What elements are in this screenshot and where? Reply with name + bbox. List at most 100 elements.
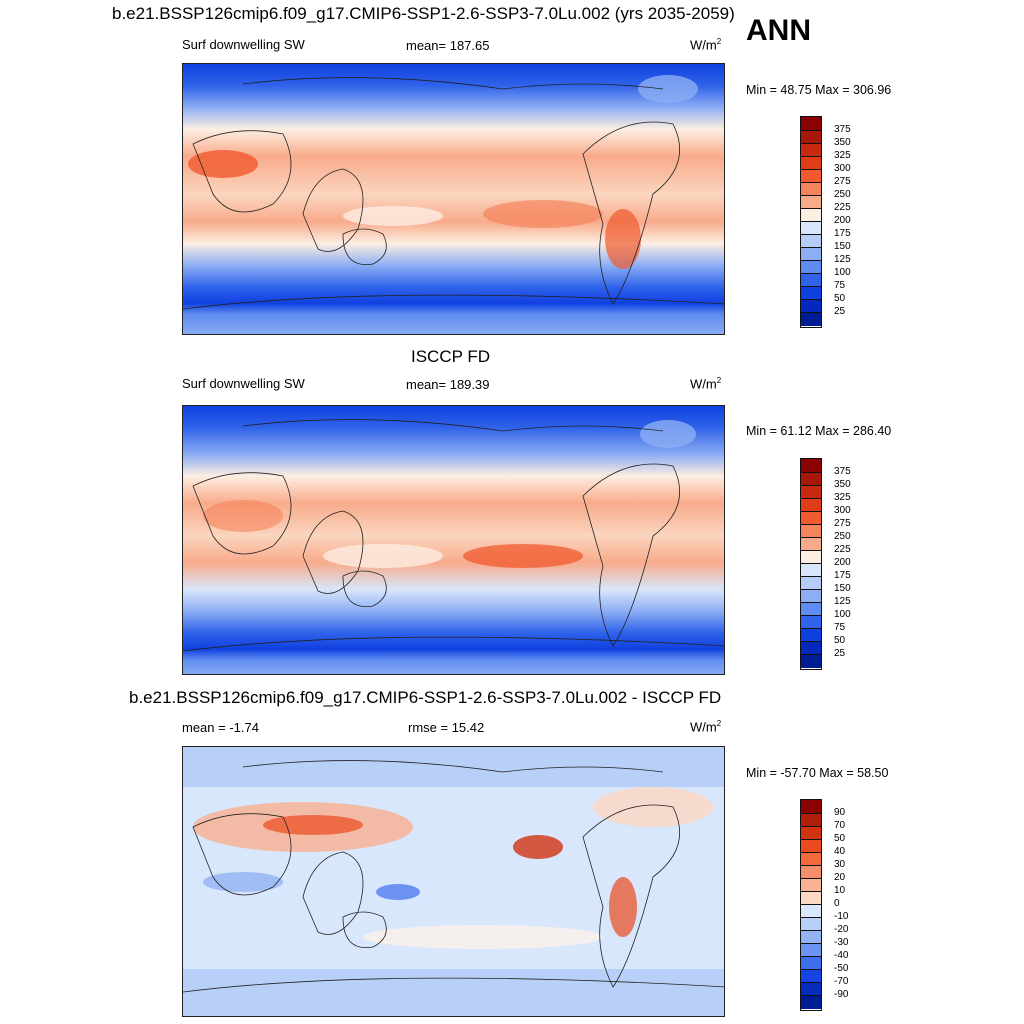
panel3-title: b.e21.BSSP126cmip6.f09_g17.CMIP6-SSP1-2.… bbox=[129, 688, 722, 707]
colorbar-segment bbox=[801, 892, 821, 905]
colorbar-tick-label: 175 bbox=[834, 228, 851, 239]
colorbar-segment bbox=[801, 957, 821, 970]
colorbar-tick-label: 225 bbox=[834, 202, 851, 213]
colorbar-tick-label: 50 bbox=[834, 833, 846, 844]
panel3-units: W/m2 bbox=[690, 719, 722, 735]
figure-title: b.e21.BSSP126cmip6.f09_g17.CMIP6-SSP1-2.… bbox=[112, 4, 735, 23]
colorbar-segment bbox=[801, 577, 821, 590]
colorbar-tick-label: 30 bbox=[834, 859, 846, 870]
colorbar-tick-label: 325 bbox=[834, 492, 851, 503]
colorbar-segment bbox=[801, 459, 821, 473]
colorbar-segment bbox=[801, 222, 821, 235]
colorbar-tick-label: -30 bbox=[834, 937, 849, 948]
colorbar-segment bbox=[801, 918, 821, 931]
colorbar-tick-label: 25 bbox=[834, 648, 846, 659]
colorbar-segment bbox=[801, 313, 821, 326]
colorbar-tick-label: 75 bbox=[834, 622, 846, 633]
colorbar-tick-label: 250 bbox=[834, 531, 851, 542]
colorbar-segment bbox=[801, 931, 821, 944]
colorbar-tick-label: 200 bbox=[834, 557, 851, 568]
colorbar-tick-label: 150 bbox=[834, 583, 851, 594]
colorbar-segment bbox=[801, 144, 821, 157]
colorbar-tick-label: 350 bbox=[834, 479, 851, 490]
colorbar-tick-label: 300 bbox=[834, 505, 851, 516]
colorbar-segment bbox=[801, 196, 821, 209]
colorbar-tick-label: -70 bbox=[834, 976, 849, 987]
colorbar-tick-label: 40 bbox=[834, 846, 846, 857]
season-label: ANN bbox=[746, 14, 811, 47]
colorbar-tick-label: 100 bbox=[834, 609, 851, 620]
colorbar-tick-label: 375 bbox=[834, 466, 851, 477]
panel1-colorbar bbox=[800, 116, 822, 328]
colorbar-tick-label: 20 bbox=[834, 872, 846, 883]
colorbar-segment bbox=[801, 170, 821, 183]
panel2-variable-label: Surf downwelling SW bbox=[182, 376, 305, 391]
colorbar-segment bbox=[801, 261, 821, 274]
colorbar-tick-label: -90 bbox=[834, 989, 849, 1000]
colorbar-segment bbox=[801, 209, 821, 222]
colorbar-tick-label: 0 bbox=[834, 898, 840, 909]
colorbar-segment bbox=[801, 590, 821, 603]
colorbar-segment bbox=[801, 905, 821, 918]
colorbar-segment bbox=[801, 183, 821, 196]
panel3-contour-field bbox=[183, 747, 724, 1016]
colorbar-segment bbox=[801, 642, 821, 655]
colorbar-tick-label: 200 bbox=[834, 215, 851, 226]
colorbar-segment bbox=[801, 603, 821, 616]
colorbar-segment bbox=[801, 248, 821, 261]
colorbar-segment bbox=[801, 512, 821, 525]
panel2-units: W/m2 bbox=[690, 376, 722, 392]
colorbar-segment bbox=[801, 538, 821, 551]
colorbar-segment bbox=[801, 551, 821, 564]
colorbar-tick-label: -20 bbox=[834, 924, 849, 935]
panel2-colorbar bbox=[800, 458, 822, 670]
panel2-map bbox=[182, 405, 725, 675]
colorbar-tick-label: 300 bbox=[834, 163, 851, 174]
panel1-mean-label: mean= 187.65 bbox=[406, 38, 490, 53]
colorbar-segment bbox=[801, 300, 821, 313]
colorbar-segment bbox=[801, 117, 821, 131]
panel2-mean-label: mean= 189.39 bbox=[406, 377, 490, 392]
colorbar-segment bbox=[801, 814, 821, 827]
colorbar-tick-label: 50 bbox=[834, 293, 846, 304]
colorbar-segment bbox=[801, 235, 821, 248]
colorbar-segment bbox=[801, 996, 821, 1009]
colorbar-segment bbox=[801, 486, 821, 499]
colorbar-tick-label: 125 bbox=[834, 254, 851, 265]
colorbar-tick-label: 90 bbox=[834, 807, 846, 818]
colorbar-tick-label: 375 bbox=[834, 124, 851, 135]
colorbar-tick-label: 225 bbox=[834, 544, 851, 555]
colorbar-tick-label: 100 bbox=[834, 267, 851, 278]
panel3-minmax: Min = -57.70 Max = 58.50 bbox=[746, 766, 889, 780]
panel1-minmax: Min = 48.75 Max = 306.96 bbox=[746, 83, 892, 97]
colorbar-segment bbox=[801, 827, 821, 840]
colorbar-tick-label: 50 bbox=[834, 635, 846, 646]
colorbar-segment bbox=[801, 616, 821, 629]
colorbar-segment bbox=[801, 983, 821, 996]
colorbar-tick-label: -40 bbox=[834, 950, 849, 961]
panel3-rmse-label: rmse = 15.42 bbox=[408, 720, 485, 735]
colorbar-tick-label: -50 bbox=[834, 963, 849, 974]
panel3-map bbox=[182, 746, 725, 1017]
colorbar-segment bbox=[801, 866, 821, 879]
colorbar-tick-label: 350 bbox=[834, 137, 851, 148]
colorbar-tick-label: 25 bbox=[834, 306, 846, 317]
colorbar-segment bbox=[801, 274, 821, 287]
colorbar-segment bbox=[801, 800, 821, 814]
panel2-title: ISCCP FD bbox=[411, 347, 491, 366]
colorbar-segment bbox=[801, 287, 821, 300]
colorbar-tick-label: 150 bbox=[834, 241, 851, 252]
panel2-minmax: Min = 61.12 Max = 286.40 bbox=[746, 424, 892, 438]
colorbar-segment bbox=[801, 157, 821, 170]
colorbar-segment bbox=[801, 840, 821, 853]
colorbar-segment bbox=[801, 879, 821, 892]
colorbar-segment bbox=[801, 525, 821, 538]
panel2-contour-field bbox=[183, 406, 724, 674]
panel3-colorbar bbox=[800, 799, 822, 1011]
colorbar-tick-label: 325 bbox=[834, 150, 851, 161]
colorbar-tick-label: 70 bbox=[834, 820, 846, 831]
colorbar-tick-label: 275 bbox=[834, 518, 851, 529]
colorbar-segment bbox=[801, 970, 821, 983]
colorbar-tick-label: 10 bbox=[834, 885, 846, 896]
colorbar-segment bbox=[801, 853, 821, 866]
